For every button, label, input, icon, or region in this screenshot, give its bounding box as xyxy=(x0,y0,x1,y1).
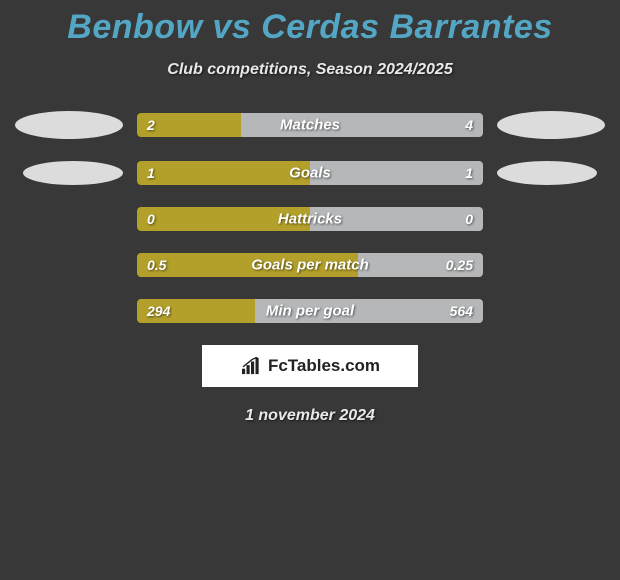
player-left-ellipse-2 xyxy=(23,161,123,185)
date-line: 1 november 2024 xyxy=(0,407,620,425)
stat-bar-goals-per-match: 0.5 Goals per match 0.25 xyxy=(137,253,483,277)
stat-left-value: 0.5 xyxy=(147,257,166,273)
stat-left-value: 0 xyxy=(147,211,155,227)
stat-left-value: 1 xyxy=(147,165,155,181)
watermark: FcTables.com xyxy=(202,345,418,387)
stat-label: Hattricks xyxy=(278,211,342,228)
player-right-ellipse-2 xyxy=(497,161,597,185)
stat-row-1: 1 Goals 1 xyxy=(0,161,620,185)
stat-label: Goals xyxy=(289,165,331,182)
stat-left-value: 294 xyxy=(147,303,170,319)
stat-label: Goals per match xyxy=(251,257,369,274)
stat-row-0: 2 Matches 4 xyxy=(0,111,620,139)
bar-right-fill xyxy=(310,161,483,185)
subtitle: Club competitions, Season 2024/2025 xyxy=(0,61,620,79)
watermark-text: FcTables.com xyxy=(268,356,380,376)
stat-rows-lower: 0 Hattricks 0 0.5 Goals per match 0.25 2… xyxy=(0,207,620,323)
bars-area-mid: 1 Goals 1 xyxy=(137,161,483,185)
stat-right-value: 0.25 xyxy=(446,257,473,273)
stat-right-value: 564 xyxy=(450,303,473,319)
stat-label: Matches xyxy=(280,117,340,134)
stat-bar-hattricks: 0 Hattricks 0 xyxy=(137,207,483,231)
page-title: Benbow vs Cerdas Barrantes xyxy=(0,0,620,47)
stat-bar-matches: 2 Matches 4 xyxy=(137,113,483,137)
stat-bar-goals: 1 Goals 1 xyxy=(137,161,483,185)
chart-icon xyxy=(240,357,262,375)
bars-area-top: 2 Matches 4 xyxy=(137,113,483,137)
stat-bar-min-per-goal: 294 Min per goal 564 xyxy=(137,299,483,323)
stat-right-value: 0 xyxy=(465,211,473,227)
bar-left-fill xyxy=(137,161,310,185)
stat-label: Min per goal xyxy=(266,303,354,320)
player-right-ellipse-1 xyxy=(497,111,605,139)
bar-right-fill xyxy=(241,113,483,137)
stat-left-value: 2 xyxy=(147,117,155,133)
stat-right-value: 1 xyxy=(465,165,473,181)
player-left-ellipse-1 xyxy=(15,111,123,139)
stat-right-value: 4 xyxy=(465,117,473,133)
